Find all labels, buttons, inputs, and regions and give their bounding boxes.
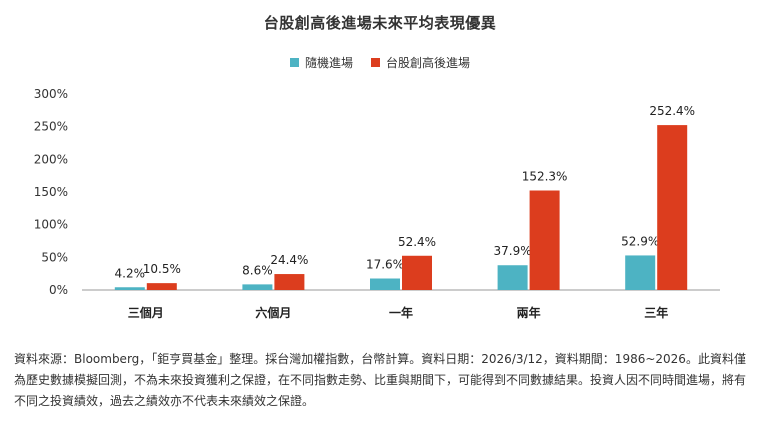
- chart-legend: 隨機進場 台股創高後進場: [0, 54, 760, 71]
- chart-title: 台股創高後進場未來平均表現優異: [263, 14, 497, 32]
- legend-swatch-high-entry: [371, 58, 380, 67]
- x-category-label: 六個月: [255, 305, 291, 320]
- data-label-high-entry: 52.4%: [398, 235, 436, 249]
- bar-high-entry: [529, 190, 560, 290]
- bar-high-entry: [146, 283, 177, 290]
- x-category-label: 一年: [389, 305, 413, 320]
- legend-label-random-entry: 隨機進場: [304, 56, 353, 70]
- bar-random-entry: [242, 284, 273, 290]
- x-category-label: 三個月: [128, 305, 164, 320]
- bar-high-entry: [402, 255, 432, 290]
- source-note: 資料來源：Bloomberg，「鉅亨買基金」整理。採台灣加權指數，台幣計算。資料…: [14, 352, 747, 408]
- data-label-random-entry: 17.6%: [366, 258, 404, 272]
- legend-item-random-entry: 隨機進場: [289, 54, 353, 71]
- bar-random-entry: [497, 265, 528, 290]
- bar-high-entry: [657, 125, 688, 290]
- data-label-high-entry: 252.4%: [649, 104, 695, 118]
- data-label-high-entry: 24.4%: [270, 253, 308, 267]
- y-tick-label: 200%: [34, 152, 68, 166]
- y-tick-label: 50%: [41, 250, 68, 264]
- y-tick-label: 250%: [34, 120, 68, 134]
- x-category-label: 兩年: [517, 305, 541, 320]
- x-category-label: 三年: [644, 305, 668, 320]
- data-label-random-entry: 8.6%: [242, 263, 273, 277]
- legend-label-high-entry: 台股創高後進場: [386, 56, 471, 70]
- bar-chart-plot: 0% 50% 100% 150% 200% 250% 300% 4.2%10.5% 三個月 8.6…: [34, 87, 720, 320]
- bar-high-entry: [274, 274, 305, 290]
- y-tick-label: 300%: [34, 87, 68, 101]
- bar-random-entry: [114, 287, 145, 290]
- legend-swatch-random-entry: [289, 58, 299, 67]
- bar-random-entry: [370, 278, 400, 290]
- data-label-high-entry: 152.3%: [522, 169, 568, 183]
- y-tick-label: 100%: [34, 218, 68, 232]
- data-label-random-entry: 37.9%: [494, 244, 532, 258]
- data-label-random-entry: 4.2%: [115, 266, 146, 280]
- data-label-random-entry: 52.9%: [621, 234, 659, 248]
- y-tick-label: 150%: [34, 185, 68, 199]
- data-label-high-entry: 10.5%: [143, 262, 181, 276]
- bar-random-entry: [625, 255, 656, 290]
- legend-item-high-entry: 台股創高後進場: [371, 54, 470, 71]
- y-tick-label: 0%: [49, 283, 68, 297]
